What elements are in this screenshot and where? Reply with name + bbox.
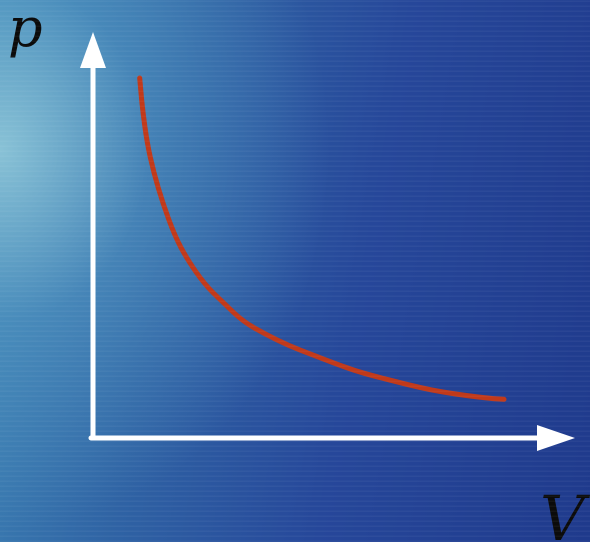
x-axis-label: V [540,482,590,542]
y-axis-arrowhead [80,32,106,68]
y-axis-label: p [8,0,43,59]
x-axis-arrowhead [537,425,575,451]
pv-curve [137,75,507,402]
axes [80,32,575,451]
